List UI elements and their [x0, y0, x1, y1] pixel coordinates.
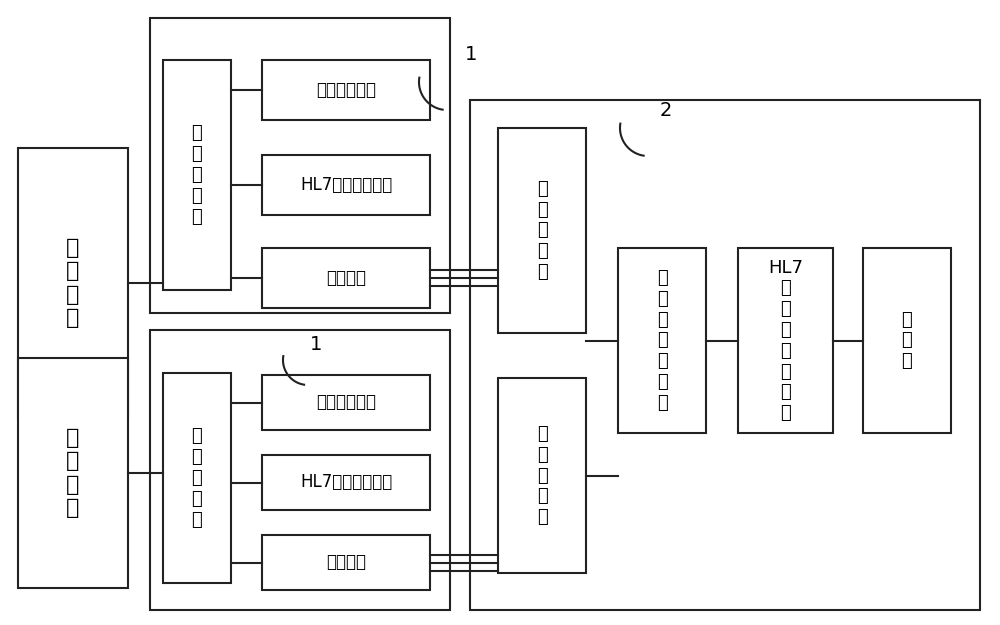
Bar: [618, 248, 706, 433]
Text: HL7
数
据
转
换
服
务
器: HL7 数 据 转 换 服 务 器: [768, 259, 803, 422]
Text: 通信装置: 通信装置: [326, 269, 366, 287]
Text: 文档服务装置: 文档服务装置: [316, 81, 376, 99]
Text: 医
疗
系
统: 医 疗 系 统: [66, 238, 80, 328]
Bar: [150, 330, 450, 610]
Bar: [498, 128, 586, 333]
Text: 数
据
交
换
服
务
器: 数 据 交 换 服 务 器: [657, 269, 667, 412]
Bar: [262, 455, 430, 510]
Text: 医
疗
系
统: 医 疗 系 统: [66, 428, 80, 518]
Text: 数
据
接
收
器: 数 据 接 收 器: [537, 180, 547, 281]
Bar: [470, 100, 980, 610]
Bar: [498, 378, 586, 573]
Bar: [150, 18, 450, 313]
Bar: [262, 60, 430, 120]
Text: HL7消息处理装置: HL7消息处理装置: [300, 176, 392, 194]
Text: 通信装置: 通信装置: [326, 554, 366, 571]
Bar: [163, 373, 231, 583]
Text: 数
据
发
送
器: 数 据 发 送 器: [537, 425, 547, 526]
Bar: [738, 248, 833, 433]
Text: 应
用
接
口
层: 应 用 接 口 层: [192, 124, 202, 226]
Bar: [863, 248, 951, 433]
Text: 1: 1: [465, 46, 477, 64]
Bar: [18, 358, 128, 588]
Text: 文档服务装置: 文档服务装置: [316, 394, 376, 411]
Bar: [262, 248, 430, 308]
Text: 数
据
库: 数 据 库: [902, 311, 912, 370]
Text: 1: 1: [310, 336, 322, 354]
Bar: [163, 60, 231, 290]
Bar: [18, 148, 128, 418]
Bar: [262, 535, 430, 590]
Text: HL7消息处理装置: HL7消息处理装置: [300, 474, 392, 491]
Bar: [262, 155, 430, 215]
Text: 应
用
接
口
层: 应 用 接 口 层: [192, 428, 202, 529]
Text: 2: 2: [660, 101, 672, 119]
Bar: [262, 375, 430, 430]
